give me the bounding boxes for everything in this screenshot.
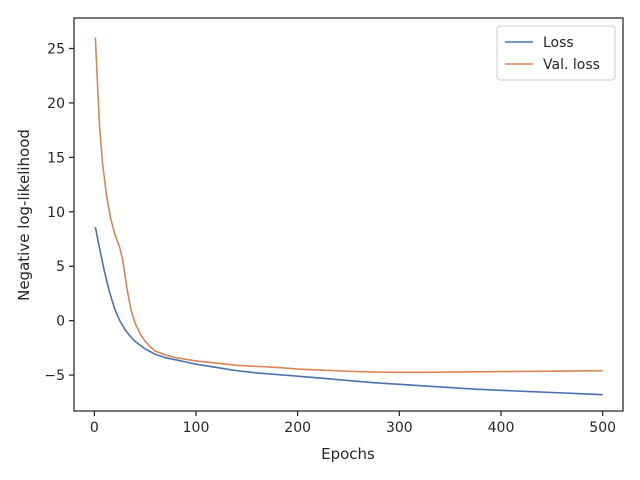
legend: Loss Val. loss (496, 25, 616, 81)
legend-box (496, 25, 616, 81)
series-line-1 (94, 37, 603, 374)
x-axis: 0 100 200 300 400 500 (90, 411, 616, 436)
y-tick-label: 0 (56, 314, 65, 330)
x-tick-label: 100 (183, 420, 210, 436)
y-tick-label: 10 (47, 205, 65, 221)
legend-label: Loss (543, 35, 574, 51)
x-tick-label: 300 (386, 420, 413, 436)
x-axis-label: Epochs (321, 445, 375, 463)
axes-frame (73, 17, 624, 412)
series-layer (94, 37, 603, 396)
x-tick-label: 200 (284, 420, 311, 436)
y-axis-label: Negative log-likelihood (15, 129, 33, 301)
series-line-0 (94, 226, 603, 396)
y-tick-label: 20 (47, 96, 65, 112)
y-tick-label: −5 (44, 368, 65, 384)
plot-area (73, 17, 624, 412)
x-tick-label: 500 (589, 420, 616, 436)
y-tick-label: 15 (47, 150, 65, 166)
y-tick-label: 25 (47, 41, 65, 57)
x-tick-label: 0 (90, 420, 99, 436)
y-axis: −5 0 5 10 15 20 25 (44, 41, 74, 384)
y-tick-label: 5 (56, 259, 65, 275)
legend-label: Val. loss (543, 57, 600, 73)
x-tick-label: 400 (488, 420, 515, 436)
